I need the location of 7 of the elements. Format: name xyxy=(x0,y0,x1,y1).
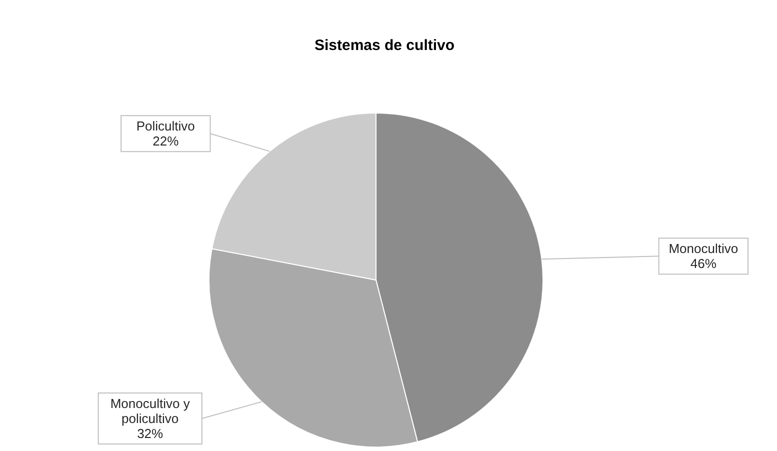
slice-label: Monocultivo y policultivo xyxy=(110,396,190,426)
data-label: 46% xyxy=(690,256,717,272)
chart-title: Sistemas de cultivo xyxy=(314,37,455,54)
data-label: 22% xyxy=(152,134,180,149)
slice-label: Policultivo xyxy=(136,118,195,134)
slice-label: Monocultivo xyxy=(668,241,738,256)
data-label: 32% xyxy=(137,426,164,442)
